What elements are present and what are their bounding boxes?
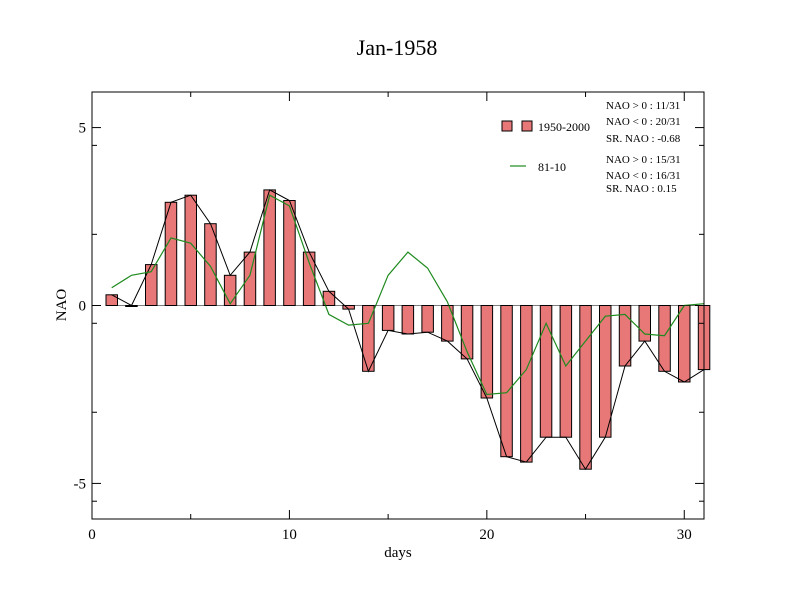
bar-day-16 — [401, 305, 415, 335]
x-axis-label: days — [384, 545, 412, 561]
x-tick-label: 0 — [88, 527, 96, 543]
bar-day-30 — [678, 305, 691, 383]
legend-label-series-2: 81-10 — [538, 160, 566, 174]
x-tick-label: 10 — [282, 527, 297, 543]
bar-day-23 — [539, 305, 553, 438]
legend-label-series-1: 1950-2000 — [538, 120, 590, 134]
bar-day-28 — [638, 305, 651, 342]
stat-series1-negative: NAO < 0 : 20/31 — [606, 116, 681, 128]
legend-swatch-bar-left — [501, 120, 513, 132]
stat-series1-positive: NAO > 0 : 11/31 — [606, 100, 680, 112]
y-tick-label: -5 — [74, 476, 87, 492]
bar-day-25 — [579, 305, 592, 470]
bar-day-9 — [263, 189, 276, 306]
y-axis-label: NAO — [54, 289, 70, 322]
bar-day-5 — [184, 194, 197, 306]
bar-day-20 — [480, 305, 494, 399]
bar-day-6 — [204, 223, 217, 306]
bar-day-17 — [421, 305, 434, 333]
bar-day-29 — [658, 305, 671, 372]
x-tick-label: 30 — [677, 527, 692, 543]
bar-day-26 — [599, 305, 612, 438]
bar-day-7 — [223, 274, 237, 306]
bar-day-1 — [105, 294, 118, 306]
legend: 1950-2000 81-10 NAO > 0 : 11/31 NAO < 0 … — [501, 100, 681, 195]
bar-day-15 — [381, 305, 395, 331]
lines-layer — [111, 189, 705, 471]
bars-layer — [105, 189, 711, 470]
chart-title: Jan-1958 — [357, 35, 438, 60]
bar-top-connector-line — [111, 189, 705, 471]
series-line-81-10 — [111, 194, 705, 396]
stat-series2-sr: SR. NAO : 0.15 — [606, 183, 677, 195]
y-tick-label: 0 — [79, 299, 87, 315]
stat-series2-positive: NAO > 0 : 15/31 — [606, 154, 681, 166]
bar-day-14 — [362, 305, 375, 372]
x-tick-label: 20 — [479, 527, 494, 543]
ticks-layer: 0 10 20 30 -5 0 5 — [74, 92, 704, 543]
bar-day-24 — [559, 305, 573, 438]
bar-day-22 — [520, 305, 533, 463]
bar-day-4 — [164, 201, 178, 306]
bar-day-21 — [500, 305, 513, 458]
y-tick-label: 5 — [79, 121, 87, 137]
stat-series1-sr: SR. NAO : -0.68 — [606, 133, 681, 145]
stat-series2-negative: NAO < 0 : 16/31 — [606, 170, 681, 182]
legend-swatch-bar-right — [521, 120, 533, 132]
